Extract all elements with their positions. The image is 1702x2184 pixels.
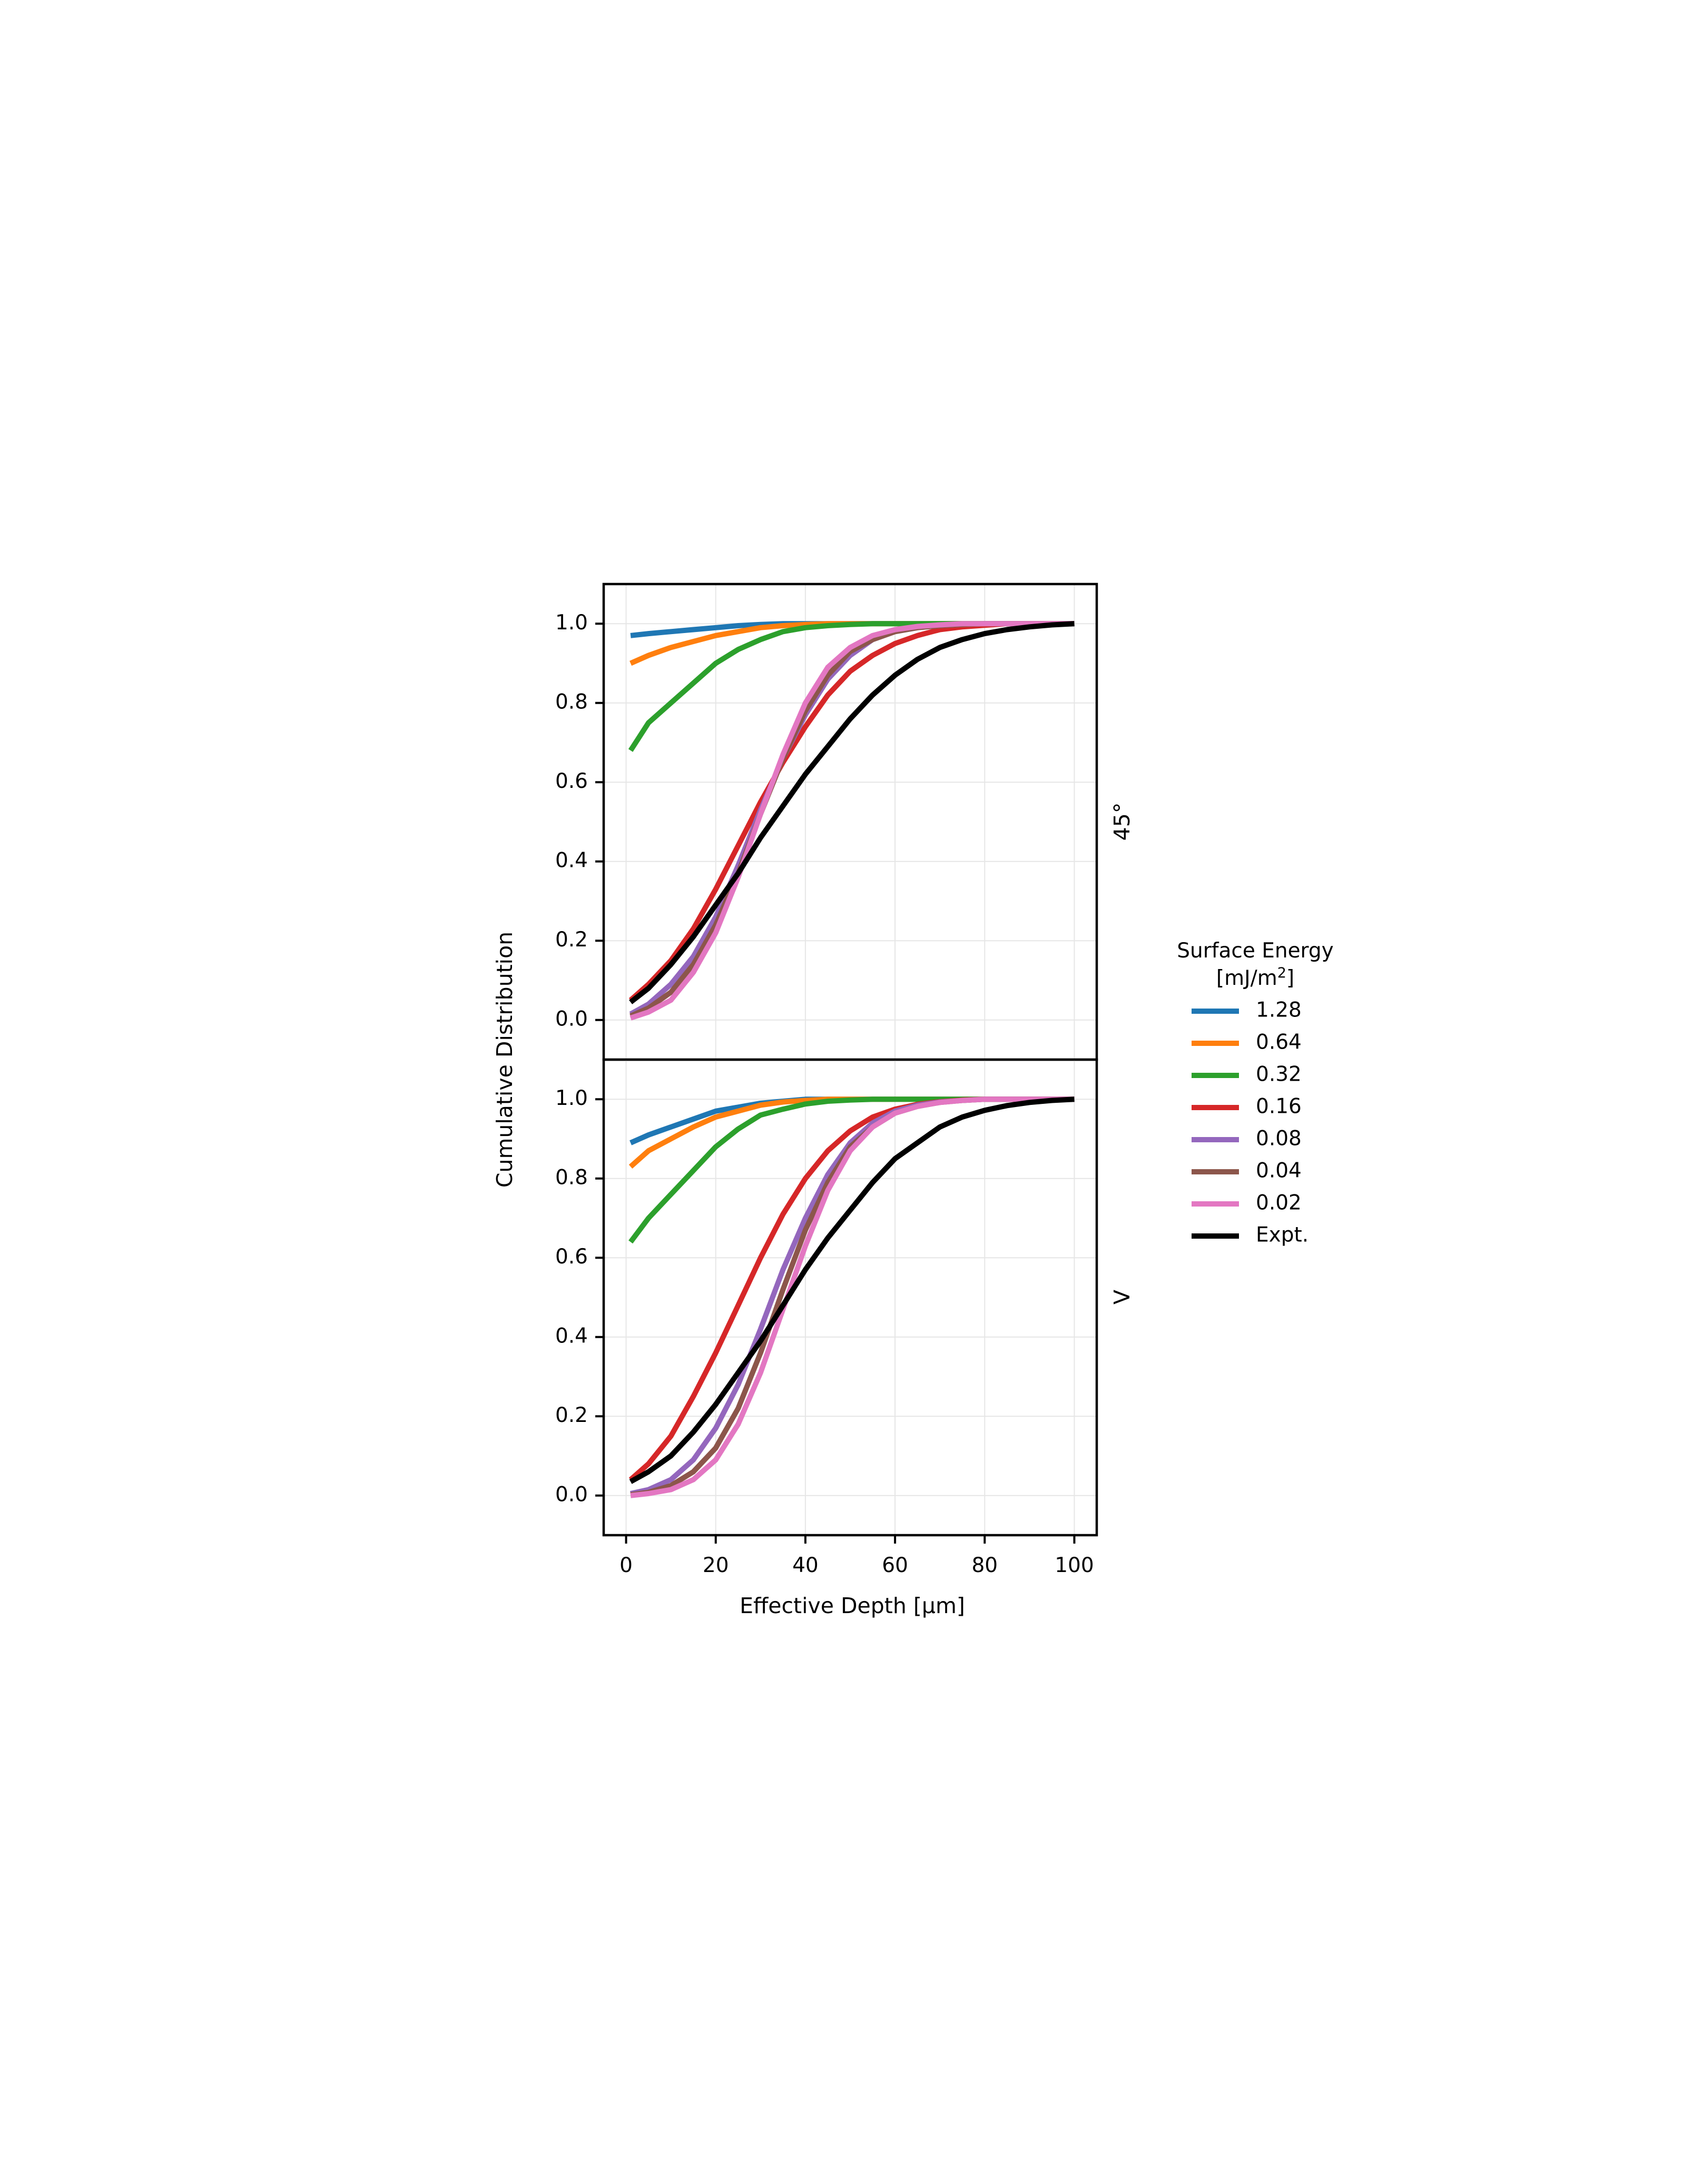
x-tick-label: 0 (619, 1554, 633, 1577)
y-tick-label: 0.6 (555, 769, 588, 793)
legend-title-line1: Surface Energy (1177, 939, 1334, 963)
legend-title-line2: [mJ/m2] (1216, 965, 1294, 990)
x-tick-label: 80 (971, 1554, 998, 1577)
panel-bottom: 0.0 0.2 0.4 0.6 0.8 1.0 0 20 40 60 80 100 V (555, 1058, 1135, 1577)
y-tick-label: 0.6 (555, 1245, 588, 1269)
legend-entries: 1.28 0.64 0.32 0.16 0.08 0.04 0.02 Expt. (1192, 999, 1309, 1247)
y-tick-label: 0.8 (555, 690, 588, 714)
panel-bottom-lines (628, 1096, 1075, 1498)
panel-top: 0.0 0.2 0.4 0.6 0.8 1.0 45° (555, 582, 1135, 1061)
y-tick-label: 1.0 (555, 1086, 588, 1110)
y-tick-label: 0.4 (555, 848, 588, 872)
panel-top-y-ticks: 0.0 0.2 0.4 0.6 0.8 1.0 (555, 611, 604, 1031)
legend-label-0.64: 0.64 (1256, 1031, 1302, 1054)
legend-label-0.04: 0.04 (1256, 1159, 1302, 1183)
y-tick-label: 0.2 (555, 1404, 588, 1427)
x-tick-label: 100 (1055, 1554, 1094, 1577)
legend-label-0.08: 0.08 (1256, 1127, 1302, 1151)
x-axis-ticks: 0 20 40 60 80 100 (619, 1535, 1094, 1577)
legend-title-unit-suffix: ] (1286, 966, 1294, 990)
y-tick-label: 0.2 (555, 928, 588, 952)
panel-bottom-frame (602, 1058, 1098, 1537)
y-tick-label: 0.8 (555, 1165, 588, 1189)
x-axis-label: Effective Depth [µm] (740, 1593, 965, 1618)
legend-title-unit-sup: 2 (1277, 965, 1286, 981)
x-tick-label: 60 (882, 1554, 908, 1577)
y-tick-label: 0.4 (555, 1324, 588, 1348)
legend-label-0.32: 0.32 (1256, 1063, 1302, 1086)
y-axis-label: Cumulative Distribution (492, 932, 517, 1188)
y-tick-label: 0.0 (555, 1483, 588, 1506)
legend-label-1.28: 1.28 (1256, 999, 1302, 1022)
series-line-0.02 (629, 621, 1075, 1021)
panel-top-lines (628, 621, 1075, 1021)
legend-title-unit-prefix: [mJ/m (1216, 966, 1277, 990)
x-tick-label: 40 (792, 1554, 819, 1577)
series-line-0.02 (630, 1096, 1075, 1498)
legend: Surface Energy [mJ/m2] 1.28 0.64 0.32 0.16 0… (1177, 939, 1334, 1247)
legend-label-0.02: 0.02 (1256, 1191, 1302, 1215)
panel-bottom-y-ticks: 0.0 0.2 0.4 0.6 0.8 1.0 (555, 1086, 604, 1506)
x-tick-label: 20 (703, 1554, 729, 1577)
series-line-Expt. (629, 621, 1075, 1004)
panel-top-facet-label: 45° (1109, 803, 1135, 841)
y-tick-label: 1.0 (555, 611, 588, 635)
panel-bottom-facet-label: V (1109, 1290, 1135, 1305)
y-tick-label: 0.0 (555, 1007, 588, 1031)
series-line-Expt. (629, 1096, 1075, 1484)
legend-label-0.16: 0.16 (1256, 1095, 1302, 1119)
legend-label-Expt.: Expt. (1256, 1223, 1309, 1247)
